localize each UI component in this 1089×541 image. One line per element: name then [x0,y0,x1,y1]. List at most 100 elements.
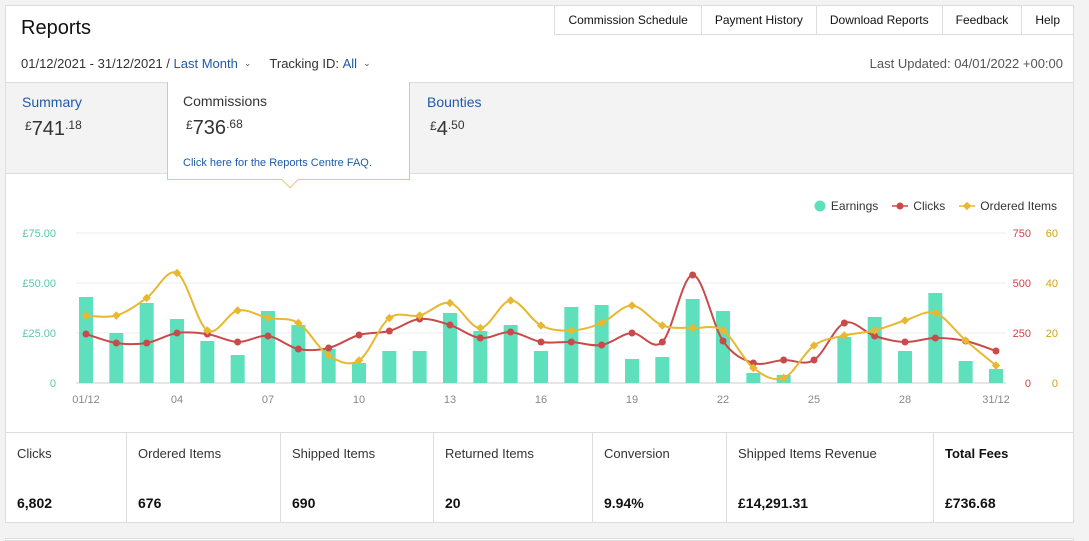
y-right-clicks-tick-label: 0 [1025,378,1031,390]
clicks-point [173,329,181,337]
clicks-point [446,321,454,329]
ordered-items-point [597,318,606,328]
top-nav: Commission Schedule Payment History Down… [554,5,1074,35]
metric-shipped-revenue: Shipped Items Revenue £14,291.31 [727,433,934,523]
earnings-bar [503,325,518,383]
ordered-items-point [294,318,303,328]
clicks-point [719,337,727,345]
ordered-items-point [536,321,546,330]
metric-returned-items: Returned Items 20 [434,433,593,523]
ordered-items-point [385,313,394,323]
help-link[interactable]: Help [1021,5,1074,35]
legend-ordered-items[interactable]: Ordered Items [959,199,1057,213]
clicks-point [749,359,757,367]
earnings-bar [170,319,184,383]
clicks-point [143,339,151,347]
earnings-bar [382,351,397,383]
y-right-clicks-tick-label: 750 [1013,228,1031,240]
download-reports-link[interactable]: Download Reports [815,5,943,35]
earnings-bar [685,299,700,383]
ordered-items-point [809,341,819,350]
earnings-bar [473,331,488,383]
metric-clicks: Clicks 6,802 [6,433,127,523]
ordered-items-point [324,351,333,360]
earnings-bar [989,369,1003,383]
clicks-point [385,327,393,335]
clicks-point [507,328,515,336]
period-dropdown[interactable]: Last Month [173,56,238,71]
tab-bounties[interactable]: Bounties £4.50 [427,83,481,141]
clicks-point [234,338,242,346]
earnings-bar [958,361,973,383]
x-tick-label: 13 [444,394,456,406]
date-range: 01/12/2021 - 31/12/2021 / [21,56,170,71]
ordered-items-point [112,311,121,320]
summary-value: £741.18 [25,118,82,140]
clicks-point [264,332,272,340]
clicks-point [992,347,1000,355]
metric-conversion: Conversion 9.94% [593,433,727,523]
x-tick-label: 25 [808,394,820,406]
clicks-point [476,334,484,342]
tracking-id-label: Tracking ID: [269,56,339,71]
earnings-bar [109,333,124,383]
tab-commissions[interactable]: Commissions £736.68 Click here for the R… [167,82,410,189]
tab-summary-label[interactable]: Summary [22,94,82,110]
y-left-tick-label: £75.00 [22,228,56,240]
clicks-point [355,331,363,339]
clicks-point [840,319,848,327]
ordered-items-point [931,308,940,318]
feedback-link[interactable]: Feedback [941,5,1023,35]
earnings-bar [625,359,639,383]
tracking-id-dropdown[interactable]: All [342,56,358,71]
ordered-items-swatch-icon [959,201,976,211]
faq-link[interactable]: Click here for the Reports Centre FAQ. [183,157,372,169]
clicks-point [810,356,818,364]
chevron-down-icon[interactable]: ⌄ [243,58,252,68]
clicks-swatch-icon [892,202,909,210]
metric-shipped-items: Shipped Items 690 [281,433,434,523]
page-title: Reports [21,17,92,39]
commission-schedule-link[interactable]: Commission Schedule [554,5,702,35]
x-tick-label: 07 [262,394,274,406]
legend-earnings[interactable]: Earnings [814,199,878,213]
y-right-items-tick-label: 20 [1046,328,1058,340]
chevron-down-icon[interactable]: ⌄ [363,58,371,68]
ordered-items-point [991,361,1001,370]
earnings-bar [837,337,852,383]
y-left-tick-label: 0 [50,378,56,390]
tab-bounties-label[interactable]: Bounties [427,94,482,110]
y-right-items-tick-label: 60 [1046,228,1058,240]
filter-bar: 01/12/2021 - 31/12/2021 / Last Month ⌄ T… [21,56,371,71]
earnings-bar [443,313,457,383]
clicks-point [780,356,788,364]
ordered-items-point [233,306,242,315]
earnings-bar [412,351,427,383]
clicks-point [658,338,666,346]
x-tick-label: 16 [535,394,547,406]
y-left-tick-label: £50.00 [22,278,56,290]
clicks-point [325,344,333,352]
ordered-items-point [688,323,697,333]
x-tick-label: 22 [717,394,729,406]
x-tick-label: 01/12 [72,394,100,406]
payment-history-link[interactable]: Payment History [700,5,817,35]
commissions-value: £736.68 [186,117,243,139]
last-updated: Last Updated: 04/01/2022 +00:00 [869,56,1063,71]
chart-area: Earnings Clicks Ordered Items 0 0 0 £25.00 2… [6,182,1073,432]
bounties-value: £4.50 [430,118,465,140]
tab-commissions-label[interactable]: Commissions [183,93,268,109]
ordered-items-point [627,301,637,310]
earnings-bar [200,341,215,383]
tab-summary[interactable]: Summary £741.18 [22,83,82,141]
earnings-swatch-icon [814,200,826,212]
chart-legend: Earnings Clicks Ordered Items [800,199,1057,213]
ordered-items-point [567,326,576,335]
ordered-items-point [81,311,91,320]
ordered-items-point [415,311,424,320]
legend-clicks[interactable]: Clicks [892,199,945,213]
ordered-items-point [445,298,455,308]
clicks-point [628,329,636,337]
x-tick-label: 31/12 [982,394,1010,406]
earnings-chart: 0 0 0 £25.00 250 20 £50.00 500 40 £75.00 750 60 01/1… [22,228,1058,406]
